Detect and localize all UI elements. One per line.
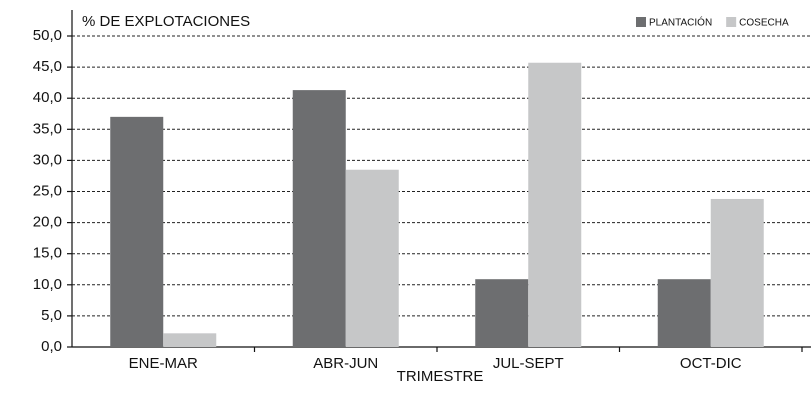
legend-swatch [636, 17, 646, 27]
y-tick-label: 40,0 [33, 89, 62, 106]
x-tick-label: JUL-SEPT [493, 355, 564, 372]
bar [657, 279, 711, 347]
y-tick-label: 30,0 [33, 151, 62, 168]
y-tick-label: 0,0 [41, 338, 62, 355]
y-tick-label: 50,0 [33, 27, 62, 44]
y-tick-label: 15,0 [33, 245, 62, 262]
bar [475, 279, 529, 347]
legend-label: PLANTACIÓN [649, 16, 712, 29]
x-tick-label: ABR-JUN [313, 355, 378, 372]
legend-swatch [726, 17, 737, 27]
y-tick-label: 35,0 [33, 120, 62, 137]
bar [163, 333, 217, 347]
y-tick-label: 45,0 [33, 58, 62, 75]
bar [710, 198, 764, 347]
x-tick-label: OCT-DIC [680, 355, 742, 372]
y-tick-label: 20,0 [33, 214, 62, 231]
y-axis-label: % DE EXPLOTACIONES [82, 13, 250, 30]
bar [528, 62, 582, 347]
bar [292, 90, 346, 347]
y-tick-label: 25,0 [33, 182, 62, 199]
x-axis-label: TRIMESTRE [397, 368, 484, 385]
bar [110, 116, 164, 347]
bar [345, 169, 399, 347]
y-tick-label: 5,0 [41, 307, 62, 324]
y-tick-label: 10,0 [33, 276, 62, 293]
x-tick-label: ENE-MAR [129, 355, 198, 372]
legend-label: COSECHA [739, 18, 789, 29]
